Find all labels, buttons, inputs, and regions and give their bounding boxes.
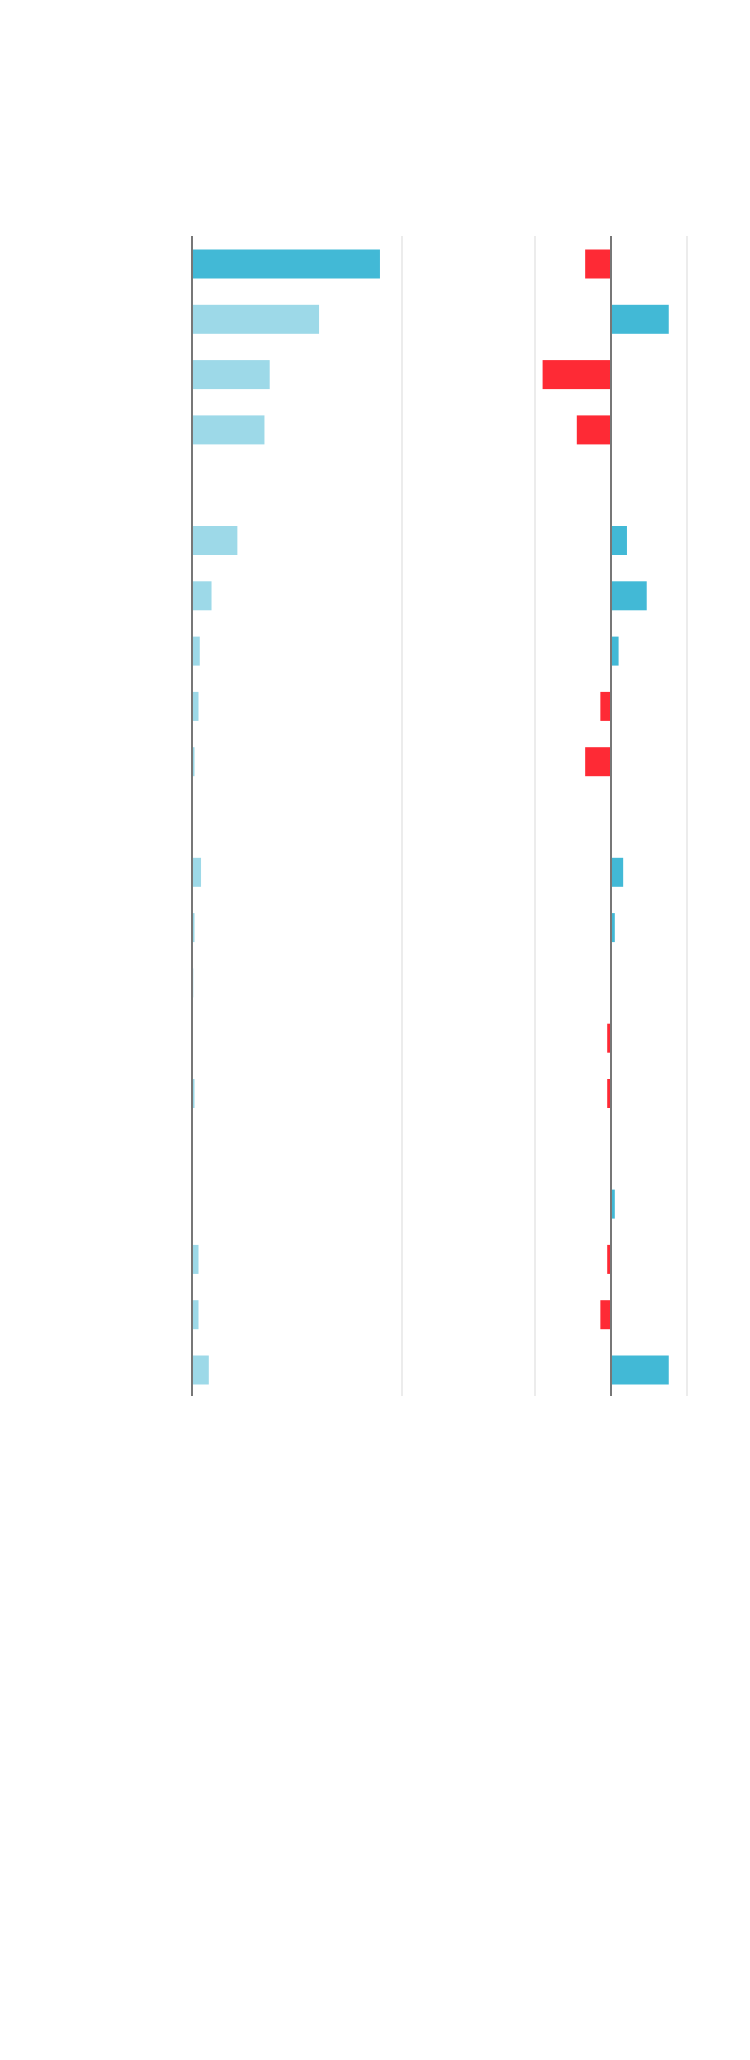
bar: [192, 857, 202, 887]
bar: [192, 913, 195, 943]
bar: [192, 1300, 199, 1330]
bar: [585, 747, 611, 777]
bar: [611, 913, 615, 943]
bar: [192, 249, 380, 279]
bar: [611, 857, 624, 887]
bar: [600, 1300, 611, 1330]
bar: [192, 526, 238, 555]
bar: [192, 1079, 195, 1108]
bar: [600, 691, 611, 721]
bar: [611, 636, 619, 666]
bar: [542, 360, 611, 390]
bar: [192, 747, 195, 777]
bar: [585, 249, 611, 279]
bar: [607, 1244, 611, 1274]
bar: [192, 360, 270, 390]
bar: [611, 304, 669, 334]
bar: [611, 526, 627, 555]
bar: [192, 1244, 199, 1274]
bar: [611, 581, 647, 611]
bar: [192, 304, 320, 334]
bar: [192, 415, 265, 445]
bar: [607, 1079, 611, 1108]
bar: [611, 1355, 669, 1385]
bar: [192, 636, 200, 666]
bar: [607, 1023, 611, 1053]
bar: [611, 1189, 615, 1219]
bar: [576, 415, 611, 445]
bar: [192, 691, 199, 721]
bar: [192, 1355, 209, 1385]
bar: [192, 581, 212, 611]
